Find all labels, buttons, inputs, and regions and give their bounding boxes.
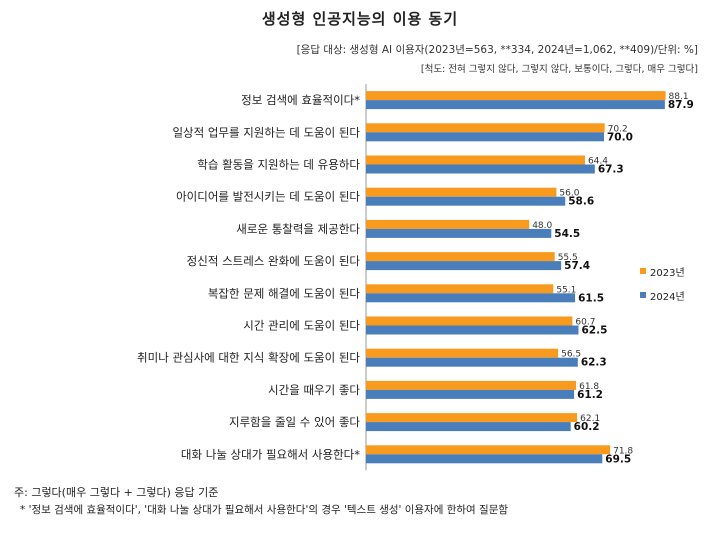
category-label: 대화 나눌 상대가 필요해서 사용한다* [181, 447, 360, 461]
data-label-2024: 58.6 [568, 196, 594, 208]
bar-2023 [366, 91, 666, 101]
chart-title: 생성형 인공지능의 이용 동기 [261, 10, 459, 28]
footnote-asterisk: * '정보 검색에 효율적이다', '대화 나눌 상대가 필요해서 사용한다'의… [20, 504, 509, 516]
legend-label-2024: 2024년 [650, 291, 685, 303]
respondent-info: [응답 대상: 생성형 AI 이용자(2023년=563, **334, 202… [296, 44, 698, 56]
bar-2023 [366, 284, 554, 294]
category-label: 복잡한 문제 해결에 도움이 된다 [208, 286, 361, 300]
bar-2024 [366, 261, 562, 271]
category-label: 학습 활동을 지원하는 데 유용하다 [197, 158, 360, 172]
bar-2024 [366, 389, 575, 399]
data-label-2024: 67.3 [598, 164, 624, 176]
legend-label-2023: 2023년 [650, 267, 685, 279]
data-label-2023: 70.2 [608, 124, 628, 134]
bar-2023 [366, 380, 577, 390]
bar-2024 [366, 357, 578, 367]
bar-2024 [366, 422, 571, 432]
data-label-2023: 56.0 [559, 189, 579, 199]
data-label-2024: 57.4 [564, 260, 590, 272]
data-label-2023: 48.0 [532, 221, 552, 231]
scale-info: [척도: 전혀 그렇지 않다, 그렇지 않다, 보통이다, 그렇다, 매우 그렇… [420, 64, 698, 75]
bar-2023 [366, 252, 555, 262]
data-label-2023: 62.1 [580, 414, 600, 424]
category-label: 시간을 때우기 좋다 [268, 383, 360, 397]
bar-2024 [366, 132, 604, 142]
legend-item-2024: 2024년 [640, 283, 685, 307]
category-label: 일상적 업무를 지원하는 데 도움이 된다 [172, 125, 360, 139]
bar-2024 [366, 293, 576, 303]
legend: 2023년 2024년 [640, 259, 685, 307]
data-label-2023: 60.7 [575, 318, 595, 328]
data-label-2023: 64.4 [588, 157, 608, 167]
bar-2024 [366, 325, 579, 335]
data-label-2024: 54.5 [554, 228, 580, 240]
category-label: 새로운 통찰력을 제공한다 [236, 222, 360, 236]
data-label-2023: 56.5 [561, 350, 581, 360]
category-label: 정보 검색에 효율적이다* [241, 93, 360, 107]
bar-2024 [366, 454, 603, 464]
category-label: 시간 관리에 도움이 된다 [243, 319, 360, 333]
bar-2024 [366, 164, 595, 174]
bar-2024 [366, 100, 665, 110]
footnote-criteria: 주: 그렇다(매우 그렇다 + 그렇다) 응답 기준 [14, 486, 219, 499]
bar-2023 [366, 445, 611, 455]
bar-2024 [366, 196, 566, 206]
category-label: 정신적 스트레스 완화에 도움이 된다 [187, 254, 361, 268]
data-label-2024: 60.2 [574, 421, 600, 433]
legend-swatch-2023 [640, 268, 646, 274]
bar-2023 [366, 155, 585, 165]
data-label-2023: 55.1 [556, 285, 576, 295]
data-label-2023: 61.8 [579, 382, 599, 392]
bar-2023 [366, 316, 573, 326]
bar-2023 [366, 123, 605, 133]
data-label-2023: 55.5 [558, 253, 578, 263]
data-label-2023: 88.1 [669, 92, 689, 102]
bar-2023 [366, 219, 530, 229]
data-label-2023: 71.8 [613, 446, 633, 456]
legend-item-2023: 2023년 [640, 259, 685, 283]
data-label-2024: 87.9 [668, 99, 694, 111]
category-label: 아이디어를 발전시키는 데 도움이 된다 [176, 190, 360, 204]
legend-swatch-2024 [640, 292, 646, 298]
bar-2023 [366, 413, 578, 423]
bar-2023 [366, 348, 559, 358]
bar-2024 [366, 228, 552, 238]
bar-2023 [366, 187, 557, 197]
data-label-2024: 69.5 [605, 453, 631, 465]
data-label-2024: 61.2 [577, 389, 603, 401]
data-label-2024: 61.5 [578, 292, 604, 304]
category-label: 지루함을 줄일 수 있어 좋다 [229, 415, 360, 429]
data-label-2024: 62.3 [581, 357, 607, 369]
category-label: 취미나 관심사에 대한 지식 확장에 도움이 된다 [137, 351, 360, 365]
data-label-2024: 62.5 [582, 325, 608, 337]
data-label-2024: 70.0 [607, 131, 633, 143]
